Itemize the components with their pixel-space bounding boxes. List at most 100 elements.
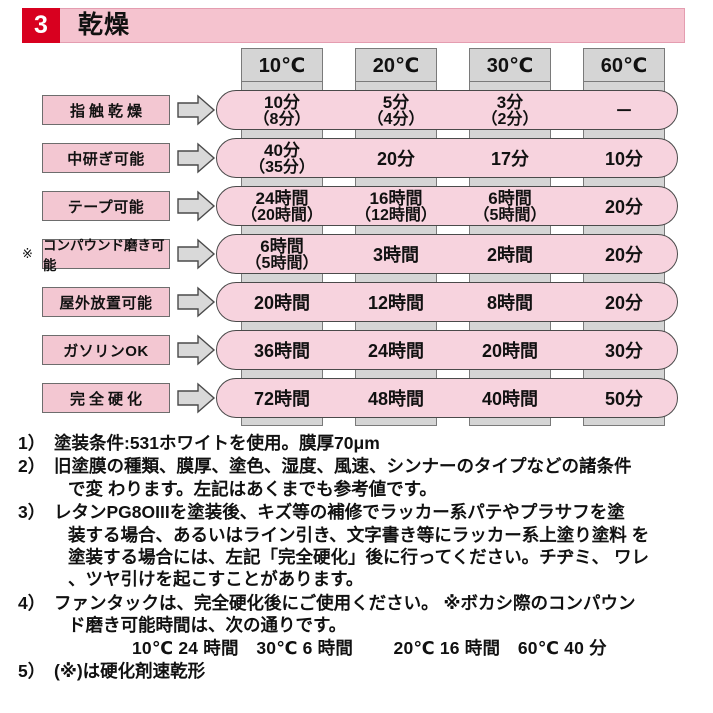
table-cell: 16時間 （12時間） [341, 187, 451, 227]
temperature-header-2: 20℃ [355, 48, 437, 82]
arrow-right-icon [176, 286, 216, 318]
table-cell: 10分 [569, 139, 679, 179]
footnote-body: レタンPG8OIIIを塗装後、キズ等の補修でラッカー系パテやプラサフを塗 装する場… [54, 501, 708, 591]
cell-value: 72時間 [253, 388, 311, 409]
row-label-6: ガソリンOK [42, 335, 170, 365]
cell-value: 16時間 [369, 188, 423, 208]
table-cell: 20分 [569, 187, 679, 227]
footnote-line: 塗装する場合には、左記「完全硬化」後に行ってください。チヂミ、 ワレ [68, 546, 649, 567]
table-cell: 2時間 [455, 235, 565, 275]
cell-value: 20分 [604, 244, 644, 265]
footnote-line: レタンPG8OIIIを塗装後、キズ等の補修でラッカー系パテやプラサフを塗 [54, 502, 625, 523]
cell-value: 6時間 [488, 188, 532, 208]
table-cell: 6時間 （5時間） [227, 235, 337, 275]
cell-value-fast-hardener: （8分） [253, 110, 311, 128]
table-cell: 20分 [569, 283, 679, 323]
cell-value: 48時間 [367, 388, 425, 409]
footnote-subtable: 10℃ 24 時間 30℃ 6 時間 20℃ 16 時間 60℃ 40 分 [132, 637, 607, 658]
footnote-index: 4） [18, 592, 46, 613]
cell-value: 20分 [604, 292, 644, 313]
cell-value: 20時間 [253, 292, 311, 313]
table-cell: 17分 [455, 139, 565, 179]
table-cell: 5分 （4分） [341, 91, 451, 131]
row-label-1: 指触乾燥 [42, 95, 170, 125]
footnote-3: 3） レタンPG8OIIIを塗装後、キズ等の補修でラッカー系パテやプラサフを塗 装す… [18, 501, 708, 591]
arrow-right-icon [176, 334, 216, 366]
footnote-line: (※)は硬化剤速乾形 [54, 660, 206, 681]
cell-value: 8時間 [486, 292, 533, 313]
footnote-body: 旧塗膜の種類、膜厚、塗色、湿度、風速、シンナーのタイプなどの諸条件 で変 わります… [54, 455, 708, 500]
row-label-4: コンパウンド磨き可能 [42, 238, 170, 273]
table-cell: 6時間 （5時間） [455, 187, 565, 227]
arrow-right-icon [176, 94, 216, 126]
footnote-2: 2） 旧塗膜の種類、膜厚、塗色、湿度、風速、シンナーのタイプなどの諸条件 で変 わり… [18, 455, 708, 500]
cell-value: 40分 [264, 140, 300, 160]
table-cell: 40分 （35分） [227, 139, 337, 179]
cell-value: 30分 [604, 340, 644, 361]
row-asterisk-mark: ※ [22, 246, 33, 261]
footnote-body: (※)は硬化剤速乾形 [54, 660, 708, 682]
footnote-line: ファンタックは、完全硬化後にご使用ください。 ※ボカシ際のコンパウン [54, 592, 636, 613]
footnote-line: 旧塗膜の種類、膜厚、塗色、湿度、風速、シンナーのタイプなどの諸条件 [54, 456, 632, 477]
footnote-line: 装する場合、あるいはライン引き、文字書き等にラッカー系上塗り塗料 を [68, 524, 650, 545]
row-label-2: 中研ぎ可能 [42, 143, 170, 173]
table-cell: 24時間 [341, 331, 451, 371]
table-cell: 48時間 [341, 379, 451, 419]
table-row: 10分 （8分） 5分 （4分） 3分 （2分）－ [216, 90, 678, 130]
table-cell: 20分 [569, 235, 679, 275]
arrow-right-icon [176, 190, 216, 222]
temperature-header-1: 10℃ [241, 48, 323, 82]
table-cell: 10分 （8分） [227, 91, 337, 131]
temperature-header-4: 60℃ [583, 48, 665, 82]
arrow-right-icon [176, 142, 216, 174]
cell-value-fast-hardener: （2分） [481, 110, 539, 128]
table-cell: 3時間 [341, 235, 451, 275]
footnote-body: ファンタックは、完全硬化後にご使用ください。 ※ボカシ際のコンパウン ド磨き可能時… [54, 592, 708, 659]
section-number-badge: 3 [22, 7, 60, 43]
table-cell: 3分 （2分） [455, 91, 565, 131]
table-row: 24時間 （20時間） 16時間 （12時間） 6時間 （5時間） 20分 [216, 186, 678, 226]
footnote-index: 1） [18, 433, 46, 453]
table-cell: 20時間 [227, 283, 337, 323]
table-cell: 30分 [569, 331, 679, 371]
table-row: 6時間 （5時間） 3時間 2時間 20分 [216, 234, 678, 274]
footnote-body: 塗装条件:531ホワイトを使用。膜厚70μm [54, 432, 708, 454]
cell-value: 20時間 [481, 340, 539, 361]
cell-value-fast-hardener: （4分） [367, 110, 425, 128]
table-cell: － [569, 91, 679, 131]
table-cell: 40時間 [455, 379, 565, 419]
footnotes: 1） 塗装条件:531ホワイトを使用。膜厚70μm 2） 旧塗膜の種類、膜厚、塗色、湿… [18, 432, 708, 683]
arrow-right-icon [176, 238, 216, 270]
cell-value-fast-hardener: （5時間） [245, 254, 319, 272]
table-cell: 20分 [341, 139, 451, 179]
row-label-7: 完全硬化 [42, 383, 170, 413]
cell-value: 3分 [496, 92, 524, 112]
cell-value: 2時間 [486, 244, 533, 265]
cell-value: 10分 [264, 92, 300, 112]
section-title-bar: 3 乾燥 [22, 7, 685, 43]
cell-value: 12時間 [367, 292, 425, 313]
cell-value: － [615, 100, 633, 121]
cell-value-fast-hardener: （5時間） [473, 206, 547, 224]
footnote-index: 3） [18, 502, 46, 523]
cell-value: 24時間 [255, 188, 309, 208]
cell-value: 36時間 [253, 340, 311, 361]
table-row: 20時間 12時間 8時間 20分 [216, 282, 678, 322]
page-title: 乾燥 [78, 11, 131, 39]
table-cell: 8時間 [455, 283, 565, 323]
footnote-1: 1） 塗装条件:531ホワイトを使用。膜厚70μm [18, 432, 708, 454]
table-cell: 20時間 [455, 331, 565, 371]
footnote-index: 2） [18, 456, 46, 477]
temperature-header-3: 30℃ [469, 48, 551, 82]
table-cell: 50分 [569, 379, 679, 419]
cell-value: 50分 [604, 388, 644, 409]
cell-value: 10分 [604, 148, 644, 169]
footnote-5: 5） (※)は硬化剤速乾形 [18, 660, 708, 682]
cell-value: 24時間 [367, 340, 425, 361]
table-row: 36時間 24時間 20時間 30分 [216, 330, 678, 370]
cell-value: 5分 [382, 92, 410, 112]
table-cell: 72時間 [227, 379, 337, 419]
cell-value-fast-hardener: （12時間） [355, 206, 437, 224]
cell-value-fast-hardener: （35分） [249, 158, 315, 176]
cell-value: 3時間 [372, 244, 419, 265]
